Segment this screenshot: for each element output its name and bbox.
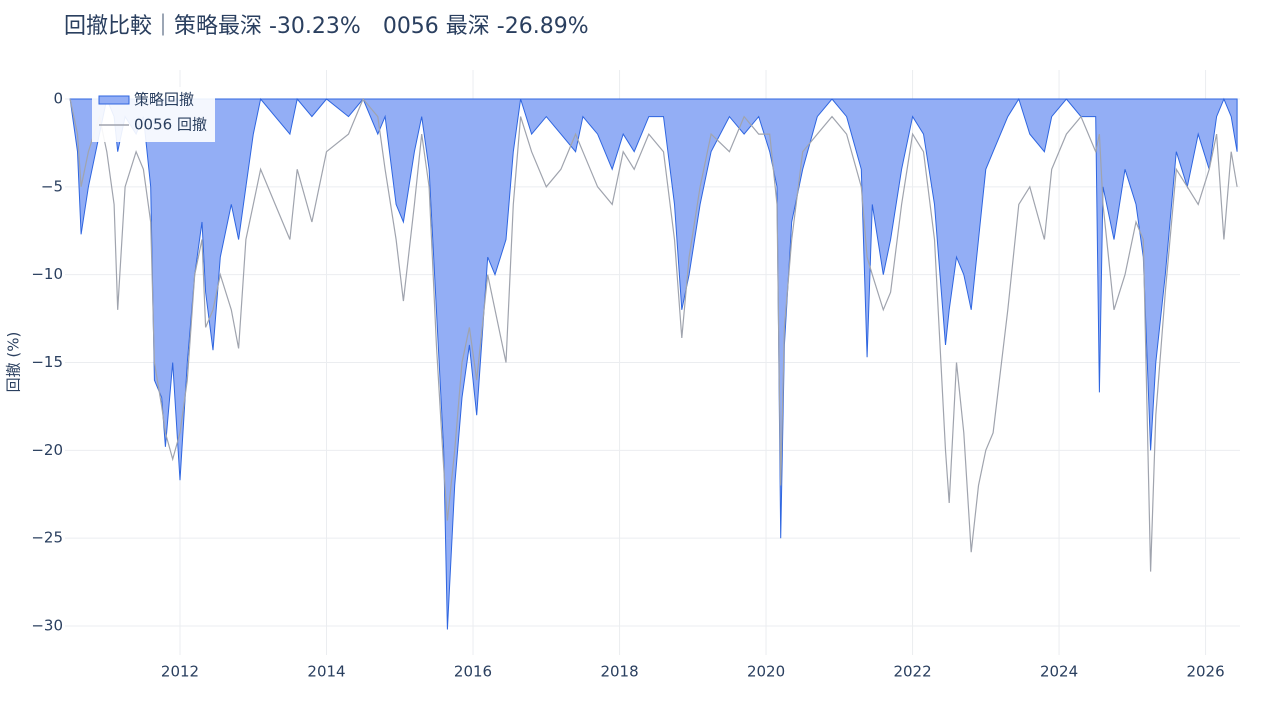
drawdown-area	[69, 97, 1238, 630]
drawdown-line	[69, 97, 1238, 572]
y-tick-label: −25	[31, 529, 63, 547]
y-tick-label: −30	[31, 617, 63, 635]
legend: 策略回撤 0056 回撤	[92, 87, 215, 142]
legend-label: 策略回撤	[134, 91, 194, 109]
y-tick-label: 0	[53, 89, 63, 107]
x-tick-label: 2020	[747, 663, 785, 681]
x-tick-label: 2024	[1040, 663, 1078, 681]
y-tick-label: −20	[31, 441, 63, 459]
x-tick-label: 2018	[600, 663, 638, 681]
chart-title: 回撤比較｜策略最深 -30.23% 0056 最深 -26.89%	[64, 14, 589, 39]
y-axis-label: 回撤 (%)	[5, 332, 23, 393]
y-tick-label: −15	[31, 353, 63, 371]
x-tick-label: 2016	[454, 663, 492, 681]
x-tick-label: 2014	[307, 663, 345, 681]
y-tick-label: −5	[41, 177, 63, 195]
legend-label: 0056 回撤	[134, 116, 207, 134]
x-tick-label: 2026	[1186, 663, 1224, 681]
x-tick-label: 2012	[161, 663, 199, 681]
legend-swatch	[98, 95, 130, 105]
x-tick-label: 2022	[893, 663, 931, 681]
y-tick-label: −10	[31, 265, 63, 283]
